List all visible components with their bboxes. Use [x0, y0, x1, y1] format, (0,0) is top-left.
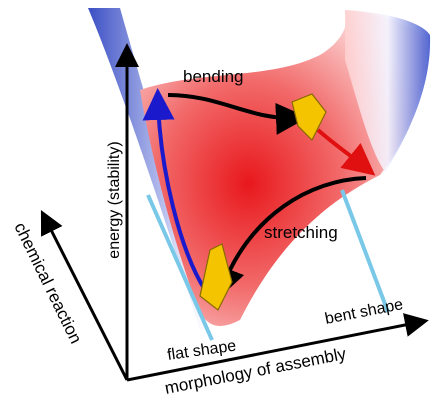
diagram: bending stretching energy (stability) ch…	[0, 0, 441, 400]
energy-surface	[88, 8, 430, 330]
chemical-axis-label: chemical reaction	[10, 219, 85, 346]
bending-label: bending	[183, 67, 244, 86]
stretching-label: stretching	[264, 223, 338, 242]
energy-axis-label: energy (stability)	[106, 141, 123, 258]
guide-line	[342, 190, 388, 312]
bent-shape-label: bent shape	[324, 296, 405, 328]
